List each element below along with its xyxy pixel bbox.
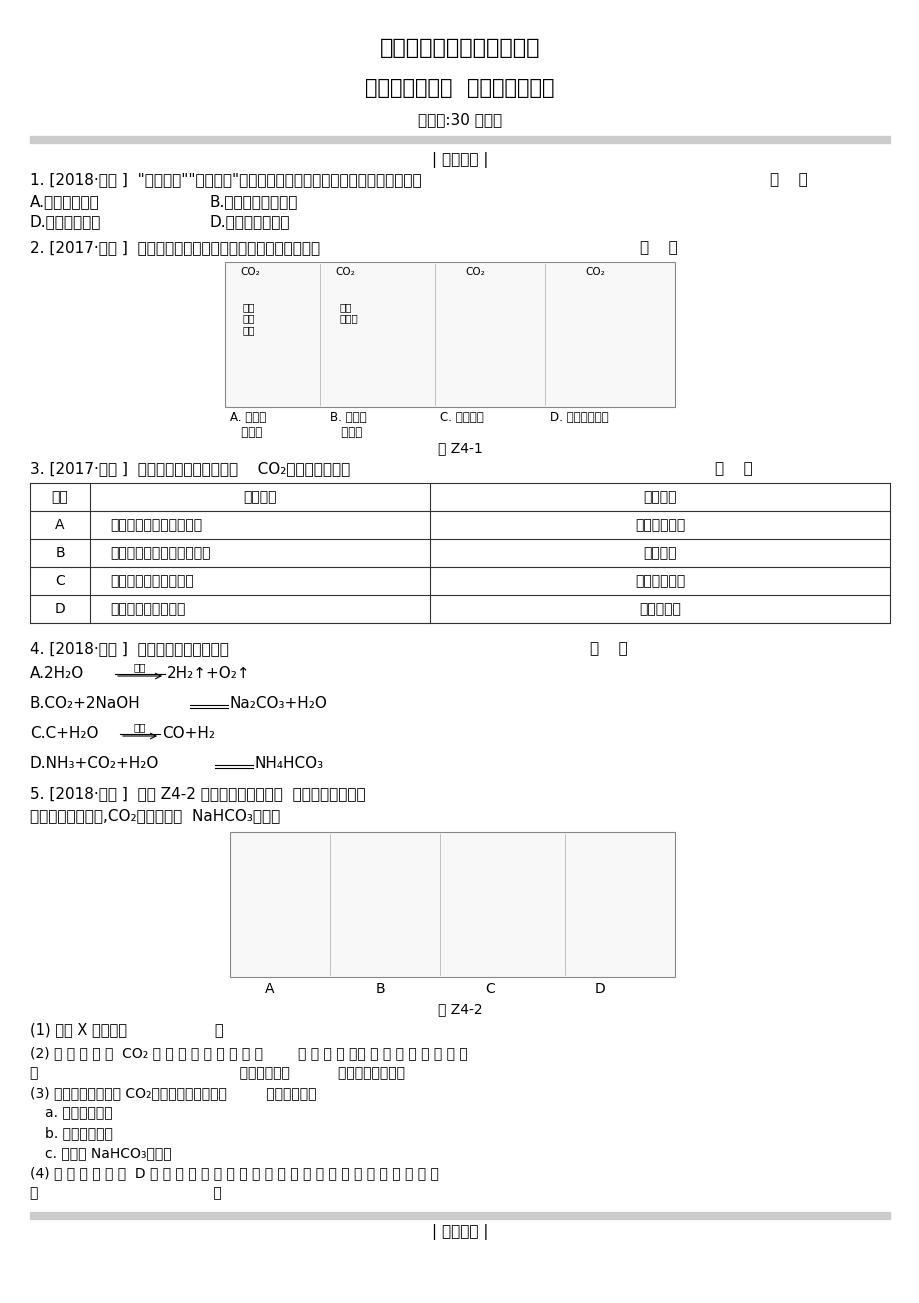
Text: 有气泡逸出: 有气泡逸出	[639, 602, 680, 616]
Text: A.2H₂O: A.2H₂O	[30, 666, 85, 681]
Text: 2H₂↑+O₂↑: 2H₂↑+O₂↑	[167, 666, 250, 681]
Text: D.鼓励私家车出行: D.鼓励私家车出行	[210, 214, 290, 229]
Text: C: C	[55, 575, 65, 588]
Text: CO₂: CO₂	[335, 267, 355, 278]
Text: 图 Z4-1: 图 Z4-1	[437, 440, 482, 455]
Text: D.填埋废旧电池: D.填埋废旧电池	[30, 214, 101, 229]
Text: （限时:30 分钟）: （限时:30 分钟）	[417, 112, 502, 126]
Text: 5. [2018·安徽 ]  如图 Z4-2 是实验室中常见装置  ，回答下列问题。: 5. [2018·安徽 ] 如图 Z4-2 是实验室中常见装置 ，回答下列问题。	[30, 786, 365, 801]
Text: NH₄HCO₃: NH₄HCO₃	[255, 756, 323, 771]
Text: B. 石灰水
   变浑浊: B. 石灰水 变浑浊	[330, 410, 367, 439]
Bar	[30, 1212, 889, 1220]
Text: D.NH₃+CO₂+H₂O: D.NH₃+CO₂+H₂O	[30, 756, 159, 771]
Bar	[230, 833, 675, 977]
Text: 4. [2018·广东 ]  下列属于分解反应的是: 4. [2018·广东 ] 下列属于分解反应的是	[30, 641, 229, 655]
Text: 图 Z4-2: 图 Z4-2	[437, 1002, 482, 1016]
Text: 1. [2018·淮安 ]  "绿色发展""低碳生活"等理念逐渐深入民心。下列做法值得提倡的是: 1. [2018·淮安 ] "绿色发展""低碳生活"等理念逐渐深入民心。下列做法…	[30, 172, 421, 188]
Text: D: D	[54, 602, 65, 616]
Text: A.露天焚烧垃圾: A.露天焚烧垃圾	[30, 194, 99, 208]
Text: B.回收和利用废金属: B.回收和利用废金属	[210, 194, 298, 208]
Text: | 夯实基础 |: | 夯实基础 |	[431, 152, 488, 168]
Text: 是                                              ，该反应属于           （填反应类型）。: 是 ，该反应属于 （填反应类型）。	[30, 1066, 404, 1080]
Text: Na₂CO₃+H₂O: Na₂CO₃+H₂O	[230, 696, 327, 711]
Text: B: B	[55, 546, 64, 560]
Text: C.C+H₂O: C.C+H₂O	[30, 726, 98, 741]
Text: (4) 某 同 学 进 行 图  D 所 示 的 操 作 时 ， 观 察 到 高 的 蜡 烛 先 熄 灭 ， 其 原 因 可 能: (4) 某 同 学 进 行 图 D 所 示 的 操 作 时 ， 观 察 到 高 …	[30, 1166, 438, 1181]
Text: CO+H₂: CO+H₂	[162, 726, 215, 741]
Text: c. 排饱和 NaHCO₃溶液法: c. 排饱和 NaHCO₃溶液法	[45, 1147, 172, 1160]
Text: 澄清
石灰水: 澄清 石灰水	[340, 302, 358, 323]
Text: 课时训练（四）  奇妙的二氧化碳: 课时训练（四） 奇妙的二氧化碳	[365, 78, 554, 98]
Text: 通电: 通电	[133, 662, 146, 672]
Text: 将气体通入蒸馏水中: 将气体通入蒸馏水中	[110, 602, 185, 616]
Text: | 能力提升 |: | 能力提升 |	[431, 1224, 488, 1240]
Text: 3. [2017·沈阳 ]  能证明某无色无味气体是    CO₂的操作及现象是: 3. [2017·沈阳 ] 能证明某无色无味气体是 CO₂的操作及现象是	[30, 461, 350, 476]
Text: （    ）: （ ）	[714, 461, 752, 476]
Text: 高温: 高温	[133, 722, 146, 732]
Text: 将带火星的木条伸入集气瓶: 将带火星的木条伸入集气瓶	[110, 546, 210, 560]
Text: (3) 常温下，下列收集 CO₂的方法中不可行的是         （填序号）。: (3) 常温下，下列收集 CO₂的方法中不可行的是 （填序号）。	[30, 1085, 316, 1100]
Text: （    ）: （ ）	[769, 172, 807, 188]
Text: CO₂: CO₂	[464, 267, 484, 278]
Text: 将燃着的木条伸入集气瓶: 将燃着的木条伸入集气瓶	[110, 519, 202, 532]
Text: 选项: 选项	[51, 490, 68, 504]
Text: (1) 仪器 X 的名称是                   。: (1) 仪器 X 的名称是 。	[30, 1022, 223, 1037]
Text: 木条复燃: 木条复燃	[642, 546, 676, 560]
Text: 实验现象: 实验现象	[642, 490, 676, 504]
Text: (2) 实 验 室 制 取  CO₂ 应 选 用 的 发 生 装 置 是        （ 填 序 号 ）， 反 应 的 化 学 方 程 式: (2) 实 验 室 制 取 CO₂ 应 选 用 的 发 生 装 置 是 （ 填 …	[30, 1046, 467, 1061]
Text: 2. [2017·台州 ]  下列实验现象只能反映二氧化碳物理性质的是: 2. [2017·台州 ] 下列实验现象只能反映二氧化碳物理性质的是	[30, 240, 320, 255]
Text: （    ）: （ ）	[640, 240, 677, 255]
Text: B: B	[375, 982, 384, 995]
Text: 紫色
石蕊
试液: 紫色 石蕊 试液	[243, 302, 255, 335]
Text: C. 蜡烛熄灭: C. 蜡烛熄灭	[439, 410, 483, 423]
Text: 石灰水变浑浊: 石灰水变浑浊	[634, 575, 685, 588]
Text: 中考化学复习备考精品资料: 中考化学复习备考精品资料	[380, 38, 539, 59]
Text: A: A	[265, 982, 275, 995]
Text: 是                                        。: 是 。	[30, 1186, 221, 1200]
Text: CO₂: CO₂	[584, 267, 604, 278]
Text: a. 向上排空气法: a. 向上排空气法	[45, 1106, 112, 1121]
Text: 实验操作: 实验操作	[243, 490, 277, 504]
Text: 将气体通入澄清石灰水: 将气体通入澄清石灰水	[110, 575, 194, 588]
Text: A: A	[55, 519, 64, 532]
Text: 木条燃烧更旺: 木条燃烧更旺	[634, 519, 685, 532]
Text: D: D	[594, 982, 605, 995]
Text: CO₂: CO₂	[240, 267, 259, 278]
Text: b. 向下排空气法: b. 向下排空气法	[45, 1126, 113, 1140]
Text: B.CO₂+2NaOH: B.CO₂+2NaOH	[30, 696, 141, 711]
Bar	[225, 262, 675, 407]
Text: D. 杠杆左高右低: D. 杠杆左高右低	[550, 410, 608, 423]
Text: 查阅资料：常温下,CO₂难溶于饱和  NaHCO₃溶液。: 查阅资料：常温下,CO₂难溶于饱和 NaHCO₃溶液。	[30, 808, 280, 823]
Text: A. 紫色石
   蕊变红: A. 紫色石 蕊变红	[230, 410, 266, 439]
Text: C: C	[484, 982, 494, 995]
Text: （    ）: （ ）	[589, 641, 627, 655]
Bar	[30, 136, 889, 143]
